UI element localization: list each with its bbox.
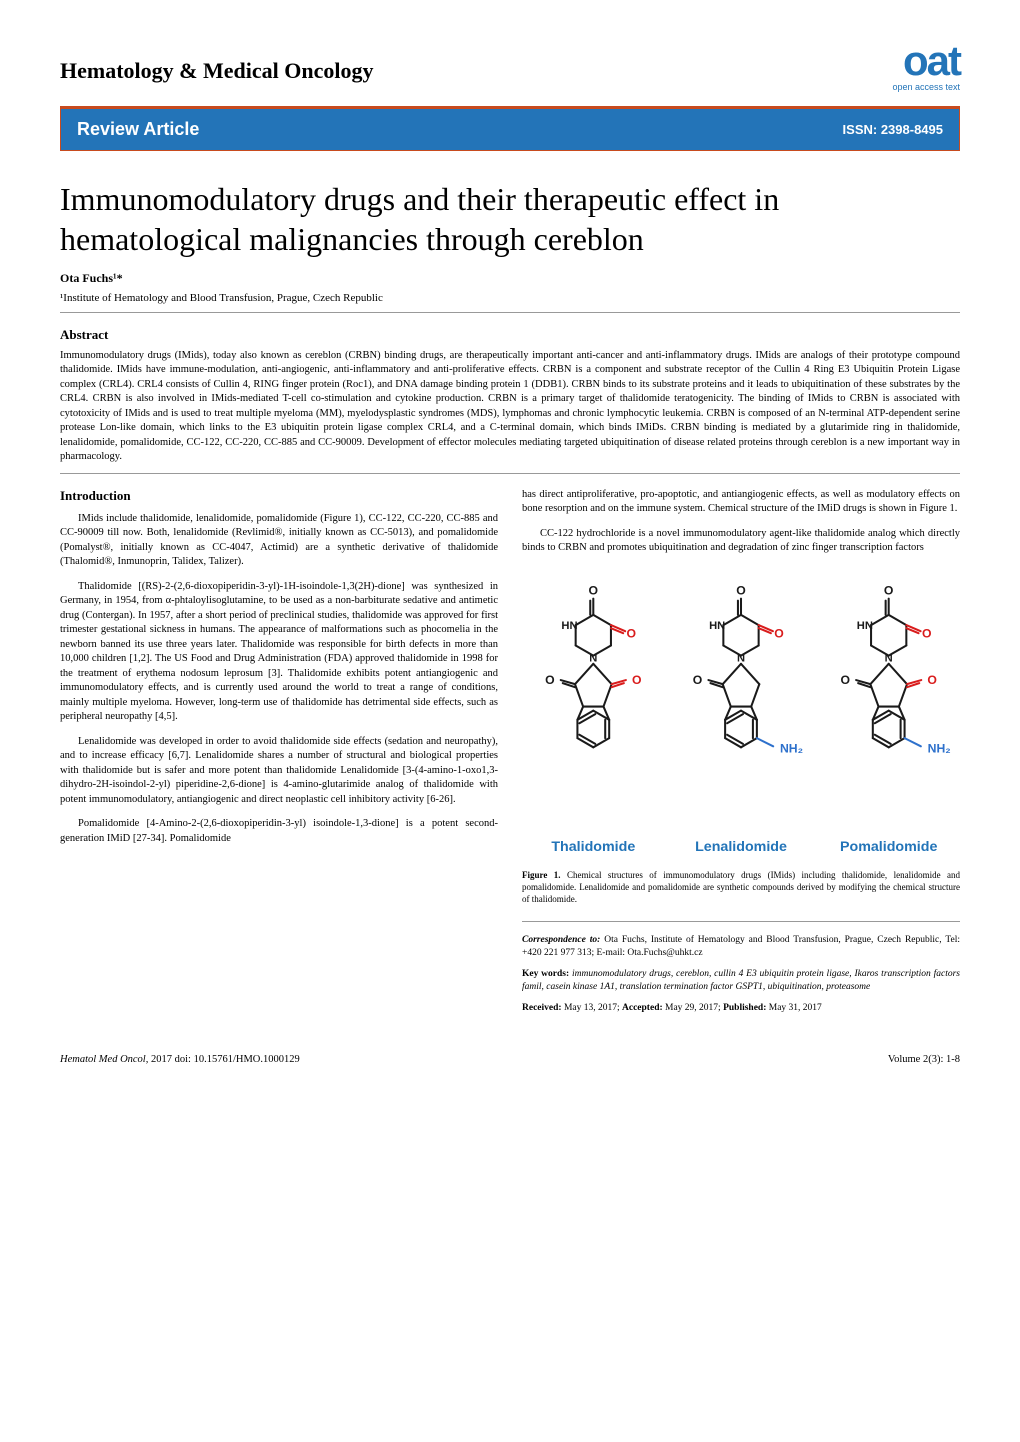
page-header: Hematology & Medical Oncology oat open a…	[60, 40, 960, 92]
fig1-label-thalidomide: Thalidomide	[551, 839, 635, 855]
publisher-logo: oat open access text	[892, 40, 960, 92]
divider	[60, 473, 960, 474]
introduction-heading: Introduction	[60, 488, 498, 504]
svg-text:O: O	[589, 583, 599, 597]
correspondence-label: Correspondence to:	[522, 935, 600, 945]
intro-p1: IMids include thalidomide, lenalidomide,…	[60, 512, 498, 570]
published-label: Published:	[723, 1003, 766, 1013]
fig-caption-label: Figure 1.	[522, 870, 561, 880]
received-label: Received:	[522, 1003, 562, 1013]
footer-right: Volume 2(3): 1-8	[888, 1054, 960, 1065]
author-line: Ota Fuchs¹*	[60, 271, 960, 286]
received-date: May 13, 2017;	[564, 1003, 620, 1013]
svg-text:O: O	[545, 673, 555, 687]
right-p1: has direct antiproliferative, pro-apopto…	[522, 488, 960, 517]
right-column: has direct antiproliferative, pro-apopto…	[522, 488, 960, 1014]
svg-text:O: O	[693, 673, 703, 687]
article-type-label: Review Article	[77, 119, 199, 140]
svg-text:O: O	[840, 673, 850, 687]
divider	[60, 312, 960, 313]
footer-doi: 2017 doi: 10.15761/HMO.1000129	[148, 1054, 299, 1065]
keywords-label: Key words:	[522, 969, 569, 979]
svg-text:O: O	[632, 673, 642, 687]
svg-text:O: O	[736, 583, 746, 597]
figure-1: OHNONOOOHNONONH₂OHNONOONH₂ Thalidomide L…	[522, 566, 960, 905]
issn-label: ISSN: 2398-8495	[843, 122, 943, 137]
accepted-label: Accepted:	[622, 1003, 663, 1013]
svg-text:O: O	[927, 673, 937, 687]
footer-journal-abbrev: Hematol Med Oncol,	[60, 1054, 148, 1065]
svg-text:O: O	[884, 583, 894, 597]
abstract-body: Immunomodulatory drugs (IMids), today al…	[60, 349, 960, 465]
fig1-label-lenalidomide: Lenalidomide	[695, 839, 787, 855]
keywords-text: immunomodulatory drugs, cereblon, cullin…	[522, 969, 960, 992]
svg-text:O: O	[627, 626, 637, 640]
intro-p3: Lenalidomide was developed in order to a…	[60, 735, 498, 807]
accepted-date: May 29, 2017;	[665, 1003, 721, 1013]
footer-left: Hematol Med Oncol, 2017 doi: 10.15761/HM…	[60, 1054, 300, 1065]
svg-text:HN: HN	[857, 620, 873, 632]
body-columns: Introduction IMids include thalidomide, …	[60, 488, 960, 1014]
dates-block: Received: May 13, 2017; Accepted: May 29…	[522, 1002, 960, 1015]
figure-1-svg: OHNONOOOHNONONH₂OHNONOONH₂ Thalidomide L…	[522, 566, 960, 861]
correspondence-block: Correspondence to: Ota Fuchs, Institute …	[522, 934, 960, 960]
page-footer: Hematol Med Oncol, 2017 doi: 10.15761/HM…	[60, 1054, 960, 1065]
intro-p2: Thalidomide [(RS)-2-(2,6-dioxopiperidin-…	[60, 580, 498, 725]
keywords-block: Key words: immunomodulatory drugs, cereb…	[522, 968, 960, 994]
logo-text: oat	[903, 40, 960, 82]
svg-text:NH₂: NH₂	[780, 741, 803, 755]
affiliation-line: ¹Institute of Hematology and Blood Trans…	[60, 292, 960, 304]
fig1-label-pomalidomide: Pomalidomide	[840, 839, 937, 855]
article-type-bar: Review Article ISSN: 2398-8495	[60, 106, 960, 151]
journal-title: Hematology & Medical Oncology	[60, 40, 373, 84]
published-date: May 31, 2017	[769, 1003, 822, 1013]
figure-1-caption: Figure 1. Chemical structures of immunom…	[522, 870, 960, 905]
svg-text:HN: HN	[709, 620, 725, 632]
svg-text:O: O	[922, 626, 932, 640]
logo-subtext: open access text	[892, 82, 960, 92]
fig-caption-text: Chemical structures of immunomodulatory …	[522, 870, 960, 903]
divider	[522, 921, 960, 922]
intro-p4: Pomalidomide [4-Amino-2-(2,6-dioxopiperi…	[60, 817, 498, 846]
svg-text:NH₂: NH₂	[928, 741, 951, 755]
article-title: Immunomodulatory drugs and their therape…	[60, 179, 960, 259]
svg-text:HN: HN	[561, 620, 577, 632]
left-column: Introduction IMids include thalidomide, …	[60, 488, 498, 1014]
svg-text:O: O	[774, 626, 784, 640]
right-p2: CC-122 hydrochloride is a novel immunomo…	[522, 527, 960, 556]
abstract-heading: Abstract	[60, 327, 960, 343]
